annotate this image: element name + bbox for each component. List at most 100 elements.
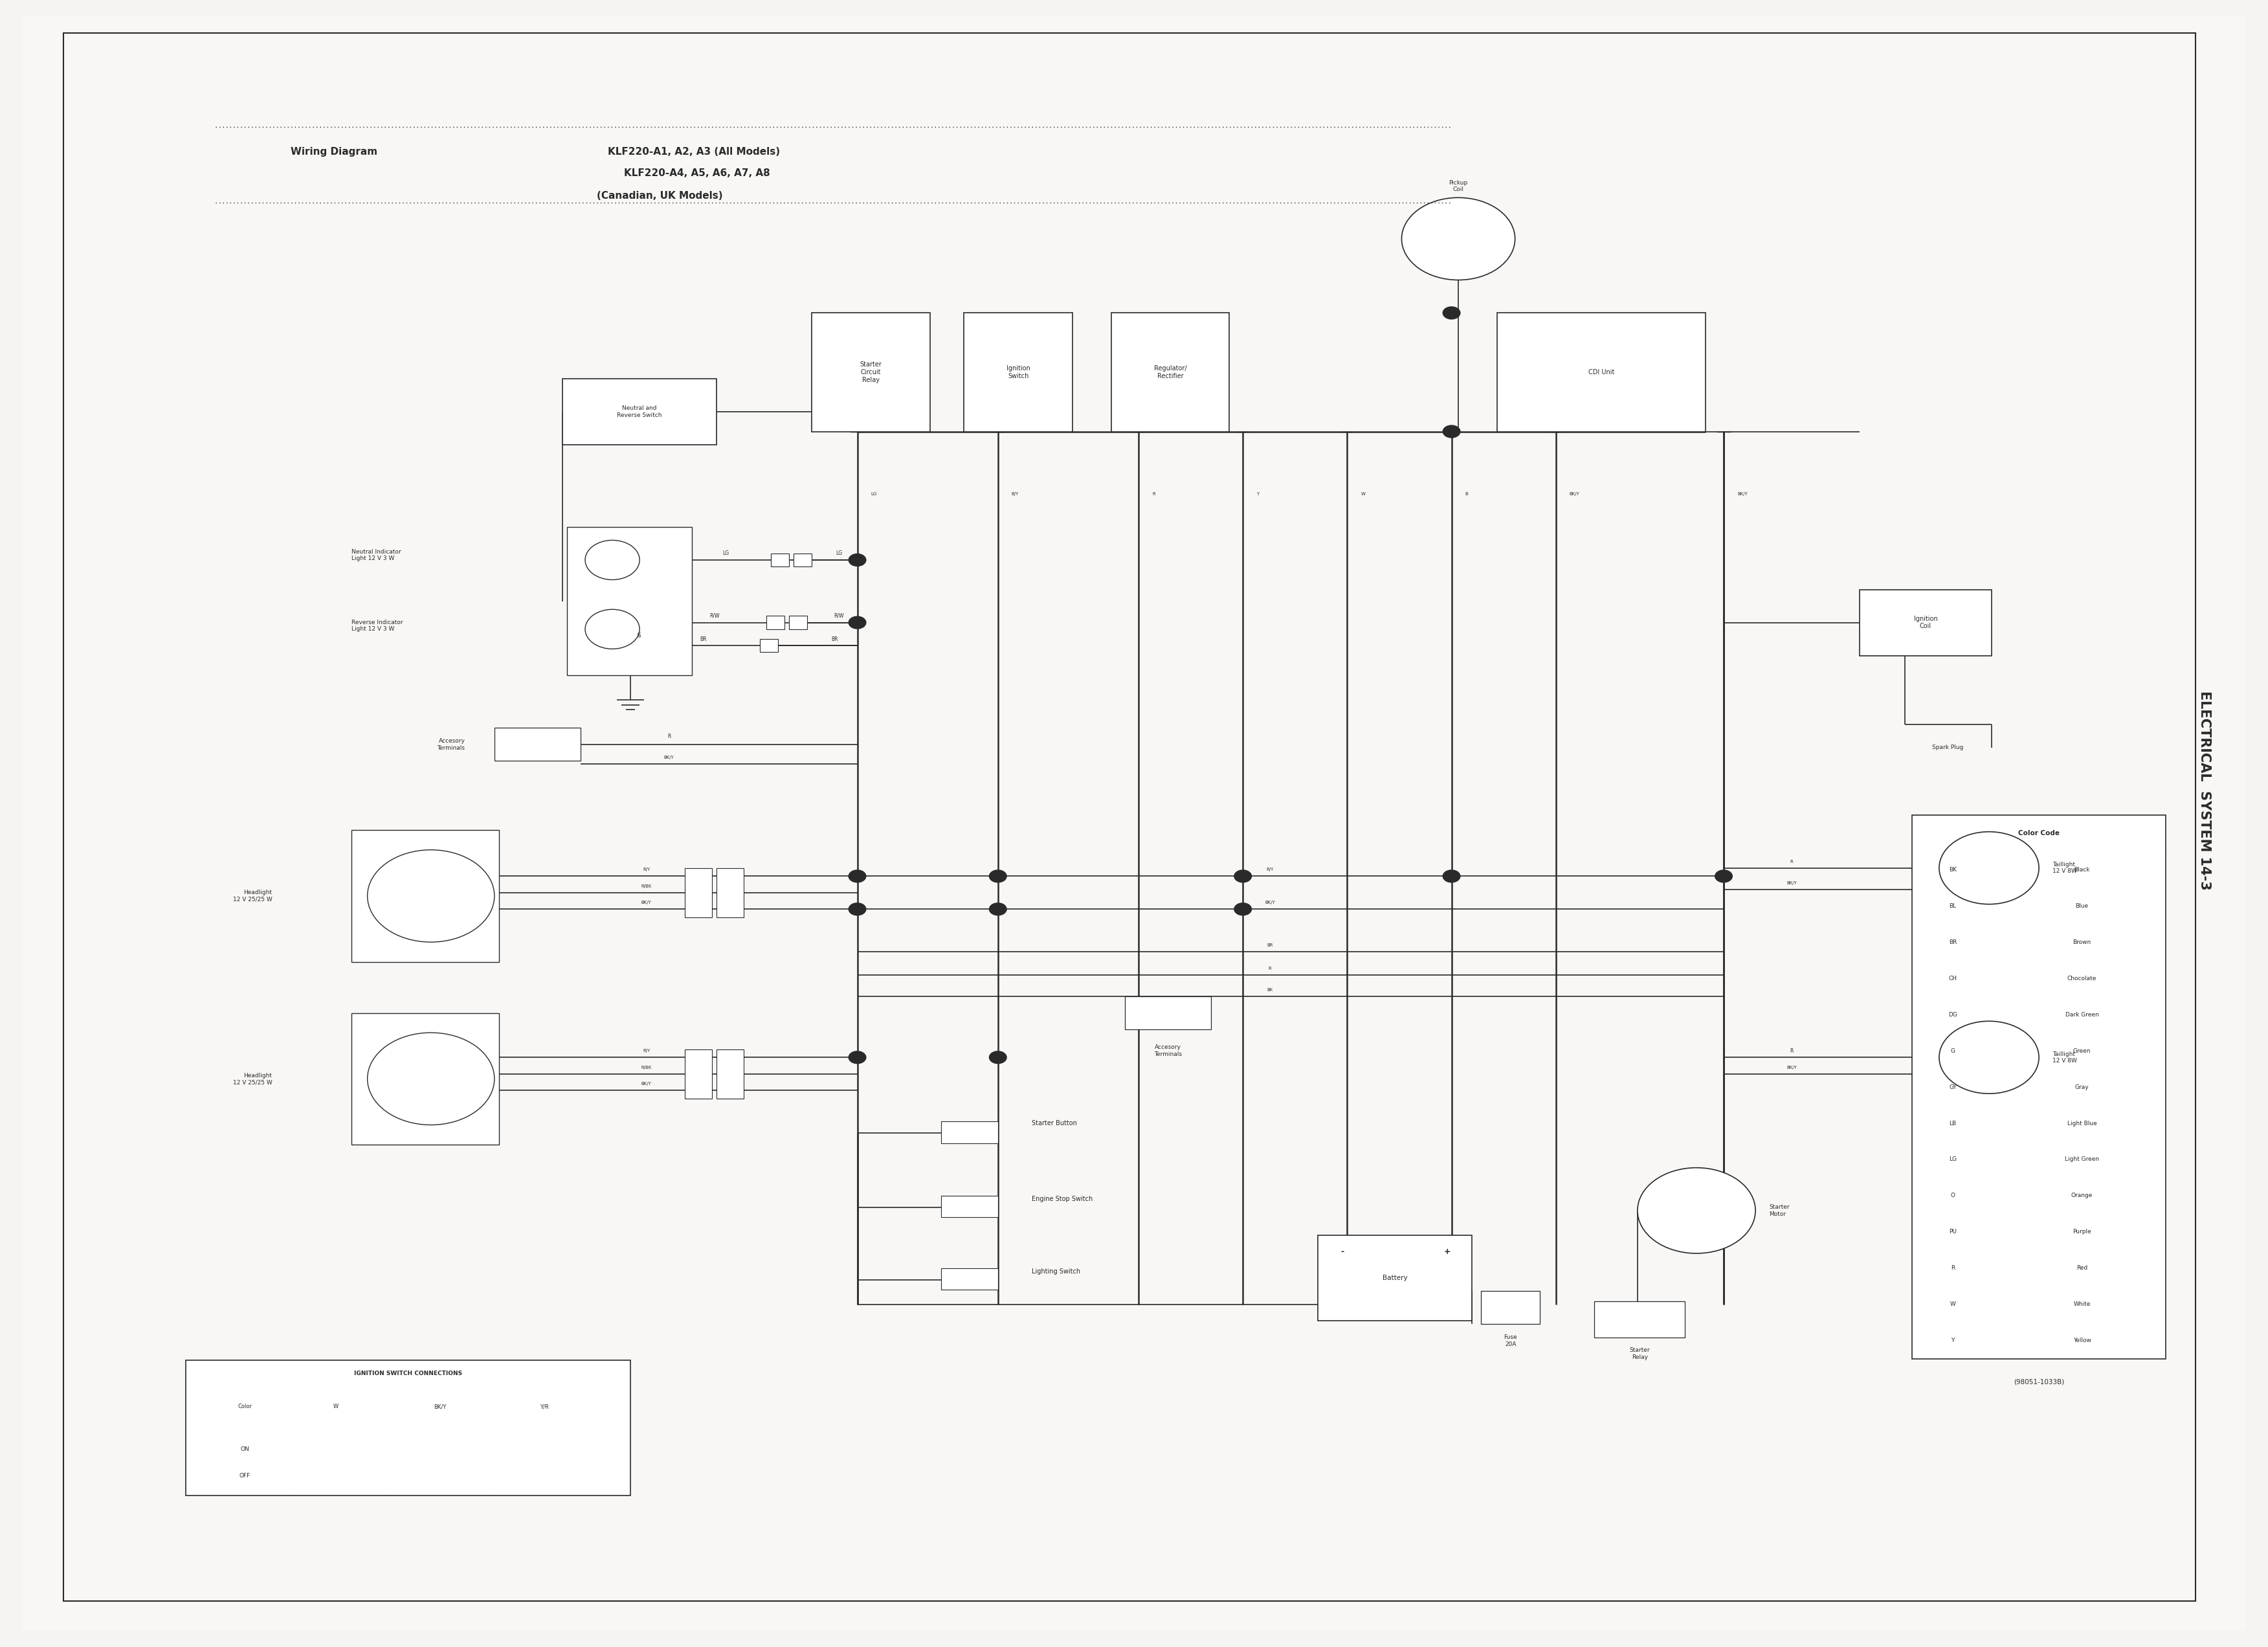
Bar xyxy=(1125,996,1211,1029)
Text: +: + xyxy=(1442,1247,1452,1257)
Text: -: - xyxy=(1340,1247,1345,1257)
Text: Y: Y xyxy=(1256,492,1259,496)
Circle shape xyxy=(848,870,866,883)
Text: BR: BR xyxy=(637,631,642,637)
Text: Ignition
Switch: Ignition Switch xyxy=(1007,366,1030,379)
Text: Spark Plug: Spark Plug xyxy=(1932,744,1964,751)
Text: BK/Y: BK/Y xyxy=(1569,492,1581,496)
Text: ELECTRICAL  SYSTEM 14-3: ELECTRICAL SYSTEM 14-3 xyxy=(2198,692,2211,889)
Text: BR: BR xyxy=(701,636,705,642)
Text: BK/Y: BK/Y xyxy=(1787,1066,1796,1069)
Bar xyxy=(567,527,692,675)
Text: R: R xyxy=(1950,1265,1955,1271)
Circle shape xyxy=(1402,198,1515,280)
Text: Black: Black xyxy=(2075,866,2089,873)
Text: O: O xyxy=(1950,1192,1955,1199)
Bar xyxy=(685,868,712,917)
Bar xyxy=(1860,590,1991,656)
Text: BR: BR xyxy=(832,636,837,642)
Circle shape xyxy=(848,553,866,567)
Text: Engine Stop Switch: Engine Stop Switch xyxy=(1032,1196,1093,1202)
Text: R/Y: R/Y xyxy=(642,1049,651,1052)
Text: R: R xyxy=(1789,1047,1794,1054)
Circle shape xyxy=(1442,425,1461,438)
Text: BK: BK xyxy=(1948,866,1957,873)
Text: Blue: Blue xyxy=(2075,903,2089,909)
Circle shape xyxy=(1442,870,1461,883)
Text: BK/Y: BK/Y xyxy=(642,901,651,904)
Text: White: White xyxy=(2073,1301,2091,1308)
Bar xyxy=(941,1122,998,1143)
Text: GY: GY xyxy=(1948,1084,1957,1090)
Bar xyxy=(562,379,717,445)
Text: IGNITION SWITCH CONNECTIONS: IGNITION SWITCH CONNECTIONS xyxy=(354,1370,463,1377)
Bar xyxy=(352,1013,499,1145)
Bar xyxy=(760,639,778,652)
Text: R: R xyxy=(667,733,671,740)
Text: LG: LG xyxy=(1948,1156,1957,1163)
Circle shape xyxy=(367,850,494,942)
Text: Purple: Purple xyxy=(2073,1229,2091,1235)
Text: BR: BR xyxy=(1268,944,1272,947)
Text: R/Y: R/Y xyxy=(642,868,651,871)
Text: Neutral Indicator
Light 12 V 3 W: Neutral Indicator Light 12 V 3 W xyxy=(352,548,401,562)
Text: Regulator/
Rectifier: Regulator/ Rectifier xyxy=(1154,366,1186,379)
Text: PU: PU xyxy=(1948,1229,1957,1235)
Bar xyxy=(767,616,785,629)
Text: W: W xyxy=(333,1403,338,1410)
Text: BK: BK xyxy=(1268,988,1272,991)
Bar xyxy=(812,313,930,432)
Circle shape xyxy=(585,609,640,649)
Bar xyxy=(352,830,499,962)
Text: Yellow: Yellow xyxy=(2073,1337,2091,1344)
Text: LB: LB xyxy=(1948,1120,1957,1127)
Text: LG: LG xyxy=(871,492,878,496)
Text: BK/Y: BK/Y xyxy=(665,756,674,759)
Text: Pickup
Coil: Pickup Coil xyxy=(1449,180,1467,193)
Text: B/Y: B/Y xyxy=(1012,492,1018,496)
Text: G: G xyxy=(1950,1047,1955,1054)
Text: OFF: OFF xyxy=(240,1472,249,1479)
Text: BL: BL xyxy=(1948,903,1957,909)
Text: R: R xyxy=(1789,860,1794,863)
Bar xyxy=(941,1196,998,1217)
Bar xyxy=(1497,313,1706,432)
Text: Light Green: Light Green xyxy=(2064,1156,2100,1163)
Text: CH: CH xyxy=(1948,975,1957,982)
Bar xyxy=(941,1268,998,1290)
Text: (98051-1033B): (98051-1033B) xyxy=(2014,1379,2064,1385)
Text: R/Y: R/Y xyxy=(1266,868,1275,871)
Circle shape xyxy=(1637,1168,1755,1253)
Text: Accesory
Terminals: Accesory Terminals xyxy=(1154,1044,1182,1057)
Bar xyxy=(1318,1235,1472,1321)
Text: Red: Red xyxy=(2077,1265,2087,1271)
Circle shape xyxy=(585,540,640,580)
Text: Lighting Switch: Lighting Switch xyxy=(1032,1268,1080,1275)
Text: CDI Unit: CDI Unit xyxy=(1588,369,1615,376)
Bar xyxy=(1111,313,1229,432)
Bar xyxy=(794,553,812,567)
Circle shape xyxy=(1234,903,1252,916)
Text: Color Code: Color Code xyxy=(2019,830,2059,837)
Text: BK/Y: BK/Y xyxy=(433,1403,447,1410)
Text: Y/R: Y/R xyxy=(540,1403,549,1410)
Text: Headlight
12 V 25/25 W: Headlight 12 V 25/25 W xyxy=(234,889,272,903)
Text: Starter
Circuit
Relay: Starter Circuit Relay xyxy=(860,361,882,384)
Text: Taillight
12 V 8W: Taillight 12 V 8W xyxy=(2053,1051,2077,1064)
Text: KLF220-A4, A5, A6, A7, A8: KLF220-A4, A5, A6, A7, A8 xyxy=(624,168,769,178)
Text: Dark Green: Dark Green xyxy=(2066,1011,2098,1018)
Text: R: R xyxy=(1152,492,1154,496)
Circle shape xyxy=(989,903,1007,916)
Text: KLF220-A1, A2, A3 (All Models): KLF220-A1, A2, A3 (All Models) xyxy=(608,147,780,156)
Text: DG: DG xyxy=(1948,1011,1957,1018)
Text: BK/Y: BK/Y xyxy=(1266,901,1275,904)
Text: Starter
Motor: Starter Motor xyxy=(1769,1204,1789,1217)
Text: R/BK: R/BK xyxy=(642,884,651,888)
Text: Starter
Relay: Starter Relay xyxy=(1628,1347,1651,1360)
Text: Light Blue: Light Blue xyxy=(2066,1120,2098,1127)
Circle shape xyxy=(848,616,866,629)
Text: (Canadian, UK Models): (Canadian, UK Models) xyxy=(596,191,723,201)
Text: Wiring Diagram: Wiring Diagram xyxy=(290,147,376,156)
Text: W: W xyxy=(1361,492,1365,496)
Bar xyxy=(717,868,744,917)
